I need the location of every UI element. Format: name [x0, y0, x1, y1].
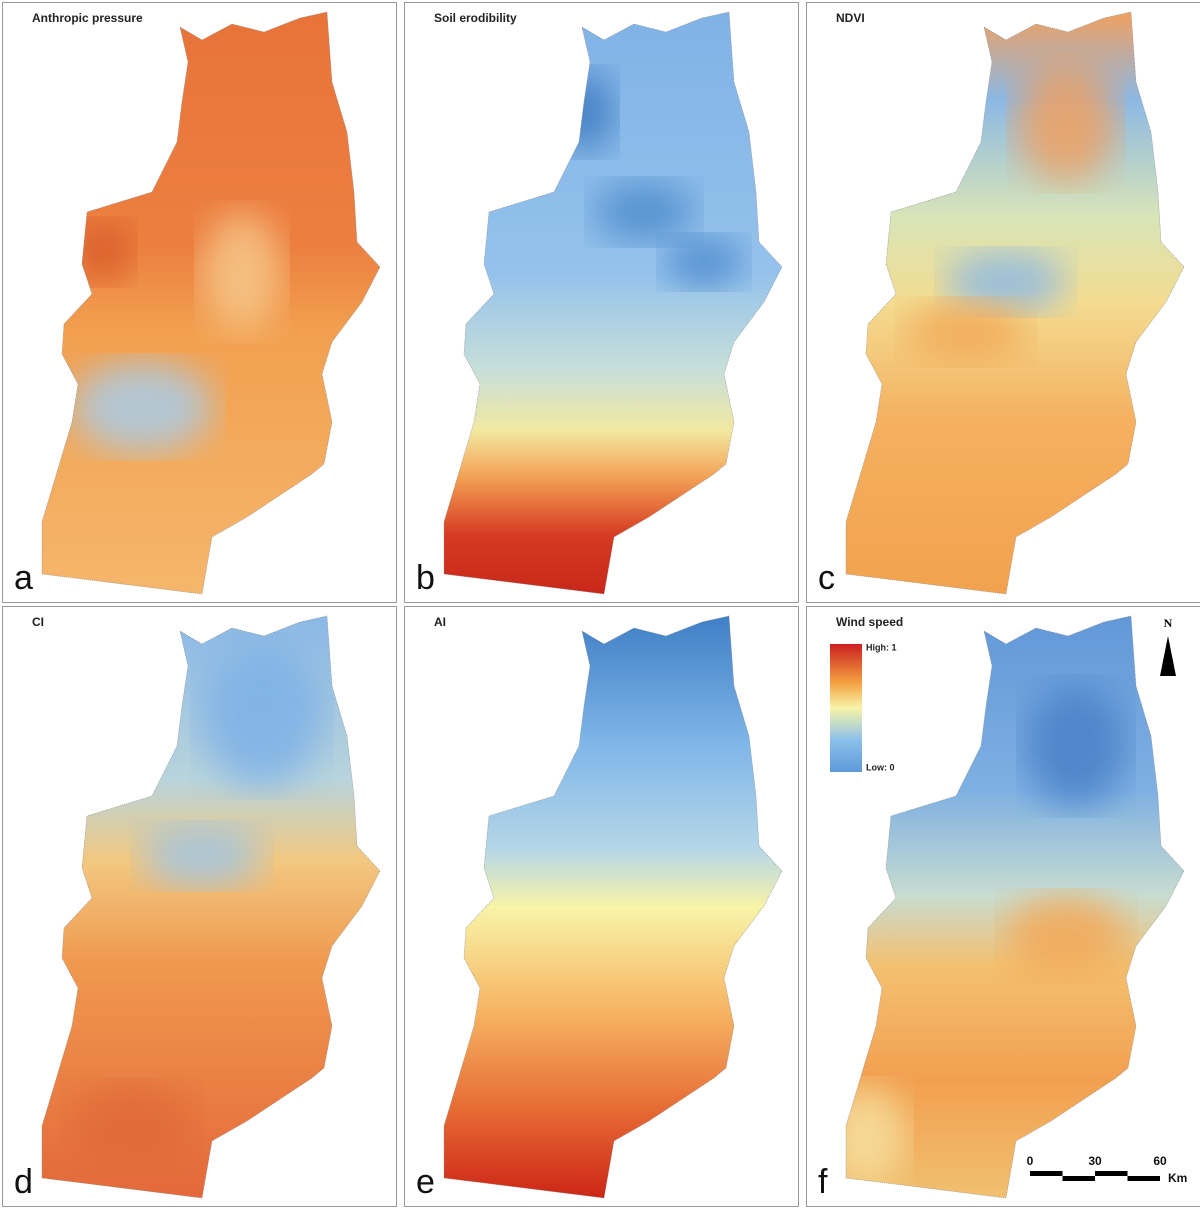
map-panel: AI e	[405, 607, 799, 1207]
panel-letter: d	[14, 1163, 33, 1201]
scale-tick: 60	[1153, 1154, 1167, 1168]
texture-blob	[72, 362, 212, 452]
scale-tick: 0	[1027, 1154, 1034, 1168]
texture-blob	[202, 212, 282, 332]
panel-letter: a	[14, 559, 33, 597]
texture-blob	[664, 237, 744, 287]
legend-high: High: 1	[866, 642, 897, 652]
map-panel: CI d	[3, 607, 397, 1207]
panel-title: NDVI	[836, 11, 865, 25]
scale-seg	[1063, 1176, 1096, 1181]
texture-blob	[72, 1086, 192, 1166]
texture-blob	[594, 182, 694, 242]
panel-title: CI	[32, 615, 44, 629]
panel-title: Soil erodibility	[434, 11, 517, 25]
panel-title: Wind speed	[836, 615, 903, 629]
panel-title: Anthropic pressure	[32, 11, 143, 25]
texture-blob	[142, 826, 262, 886]
panel-letter: f	[818, 1163, 828, 1201]
scale-seg	[1030, 1171, 1063, 1176]
scale-unit: Km	[1168, 1171, 1187, 1185]
panel-title: AI	[434, 615, 446, 629]
legend-low: Low: 0	[866, 762, 895, 772]
panel-letter: e	[416, 1163, 435, 1201]
map-panel: NDVI c	[807, 3, 1200, 603]
texture-blob	[202, 646, 322, 786]
texture-blob	[906, 302, 1026, 362]
map-panel: Soil erodibility b	[405, 3, 799, 603]
north-label: N	[1164, 616, 1173, 630]
panel-letter: b	[416, 559, 435, 597]
scale-seg	[1128, 1176, 1161, 1181]
texture-blob	[1006, 896, 1126, 976]
map-panel: Anthropic pressure a	[3, 3, 397, 603]
texture-blob	[1026, 686, 1126, 806]
legend-ramp	[830, 644, 862, 772]
scale-tick: 30	[1088, 1154, 1102, 1168]
texture-blob	[1016, 62, 1116, 182]
panel-letter: c	[818, 559, 835, 597]
scale-seg	[1095, 1171, 1128, 1176]
